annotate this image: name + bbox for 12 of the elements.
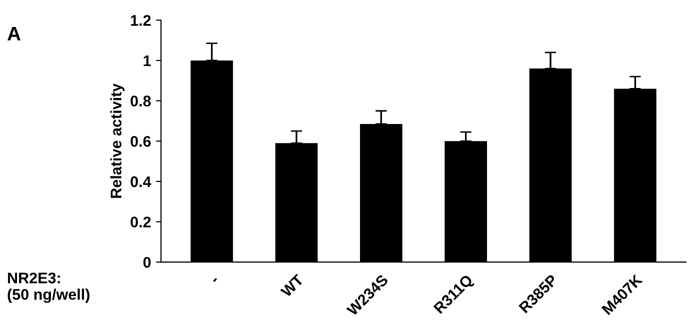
y-tick-label: 0.2 [130, 216, 151, 228]
y-tick-label: 0 [143, 256, 151, 268]
y-tick-label: 0.4 [130, 176, 152, 188]
y-tick-label: 0.8 [130, 96, 151, 106]
x-tick-label: - [213, 278, 218, 282]
y-tick-label: 1.2 [131, 15, 151, 26]
y-axis-title: Relative activity [110, 83, 124, 198]
y-tick-label: 0.6 [130, 136, 151, 147]
x-axis-title: NR2E3: (50 ng/well) [8, 272, 90, 303]
x-tick-label: WT [280, 274, 304, 298]
y-tick-label: 1 [144, 56, 151, 66]
text: A [7, 26, 21, 40]
